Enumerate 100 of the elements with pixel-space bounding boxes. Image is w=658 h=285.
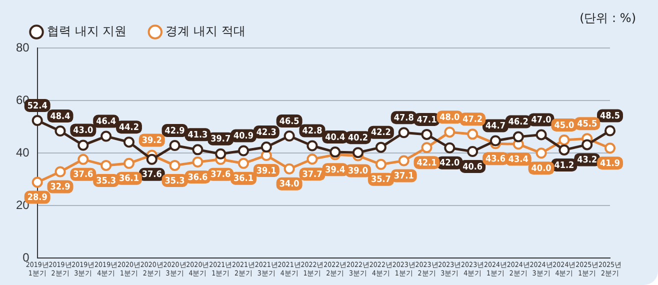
data-label: 37.1	[394, 172, 414, 182]
point	[284, 130, 295, 142]
data-label: 48.0	[440, 112, 460, 123]
point	[467, 146, 478, 158]
point	[582, 139, 593, 150]
point	[238, 145, 250, 156]
data-label: 46.5	[279, 116, 300, 127]
point	[421, 128, 432, 140]
point	[604, 125, 616, 136]
point	[558, 144, 570, 156]
data-label: 52.4	[27, 101, 48, 112]
data-label: 35.7	[370, 175, 391, 186]
point	[444, 126, 456, 138]
data-label: 41.9	[600, 158, 620, 169]
data-label: 47.8	[394, 113, 414, 124]
point	[146, 154, 158, 165]
point	[444, 142, 456, 154]
data-label: 45.0	[554, 120, 575, 131]
point	[169, 140, 180, 151]
point	[238, 158, 250, 169]
point	[192, 156, 204, 168]
point	[123, 136, 134, 148]
data-label: 41.2	[554, 160, 574, 171]
data-label: 37.6	[142, 170, 162, 180]
data-label: 36.1	[118, 174, 140, 184]
point	[398, 155, 410, 166]
point	[421, 142, 432, 154]
data-label: 39.7	[210, 134, 231, 145]
data-label: 47.1	[416, 115, 438, 126]
data-label: 35.3	[164, 176, 185, 186]
data-label: 46.2	[508, 118, 528, 128]
point	[169, 160, 180, 171]
data-label: 39.1	[256, 166, 277, 176]
data-label: 42.0	[440, 158, 460, 169]
point	[306, 140, 318, 152]
point	[604, 142, 616, 154]
data-label: 45.5	[577, 119, 598, 130]
data-label: 44.2	[118, 122, 139, 133]
point	[100, 130, 112, 142]
point	[260, 150, 272, 161]
data-label: 35.3	[96, 176, 116, 186]
data-label: 39.2	[142, 136, 162, 146]
legend-label: 협력 내지 지원	[47, 24, 127, 38]
point	[352, 147, 364, 158]
point	[54, 126, 66, 137]
data-label: 48.4	[50, 112, 71, 122]
data-label: 40.4	[325, 132, 346, 143]
point	[215, 148, 226, 160]
point	[536, 148, 547, 159]
point	[306, 154, 318, 165]
point	[490, 135, 501, 146]
point	[123, 158, 134, 169]
data-label: 43.4	[508, 155, 529, 166]
data-label: 47.2	[462, 115, 483, 126]
data-label: 44.7	[485, 122, 506, 132]
point	[100, 160, 112, 171]
point	[330, 146, 341, 158]
data-label: 37.6	[73, 170, 94, 180]
data-label: 47.0	[531, 116, 552, 126]
data-label: 43.2	[577, 156, 598, 166]
data-label: 40.2	[348, 133, 368, 144]
data-label: 42.8	[302, 126, 323, 137]
point	[467, 128, 478, 140]
data-label: 34.0	[279, 180, 300, 190]
data-label: 48.5	[600, 112, 620, 122]
y-tick-label: 40	[16, 145, 30, 160]
point	[398, 127, 410, 138]
legend-label: 경계 내지 적대	[166, 24, 246, 38]
point	[375, 142, 386, 153]
data-label: 36.6	[188, 172, 208, 183]
point	[78, 154, 89, 165]
point	[32, 115, 43, 126]
data-label: 41.3	[188, 130, 208, 141]
data-label: 28.9	[27, 193, 48, 204]
data-label: 42.1	[416, 158, 438, 168]
data-label: 37.7	[302, 170, 322, 180]
text: (단위 : %)	[580, 10, 636, 27]
data-label: 46.4	[96, 117, 116, 128]
point	[260, 142, 272, 153]
data-label: 37.6	[210, 170, 231, 180]
data-label: 40.6	[462, 162, 483, 172]
data-label: 42.9	[164, 126, 186, 136]
data-label: 39.4	[325, 166, 346, 176]
data-label: 43.0	[73, 126, 94, 136]
point	[284, 163, 295, 174]
y-tick-label: 80	[16, 40, 30, 54]
point	[54, 166, 66, 178]
point	[558, 134, 570, 146]
point	[536, 129, 547, 140]
data-label: 32.9	[50, 182, 71, 193]
point	[32, 176, 43, 188]
point	[192, 144, 204, 156]
data-label: 43.6	[485, 154, 506, 164]
data-label: 40.9	[234, 132, 254, 142]
point	[512, 131, 524, 142]
point	[78, 140, 89, 151]
data-label: 39.0	[348, 166, 368, 177]
data-label: 42.3	[256, 128, 276, 138]
point	[375, 158, 386, 170]
data-label: 36.1	[234, 174, 254, 184]
